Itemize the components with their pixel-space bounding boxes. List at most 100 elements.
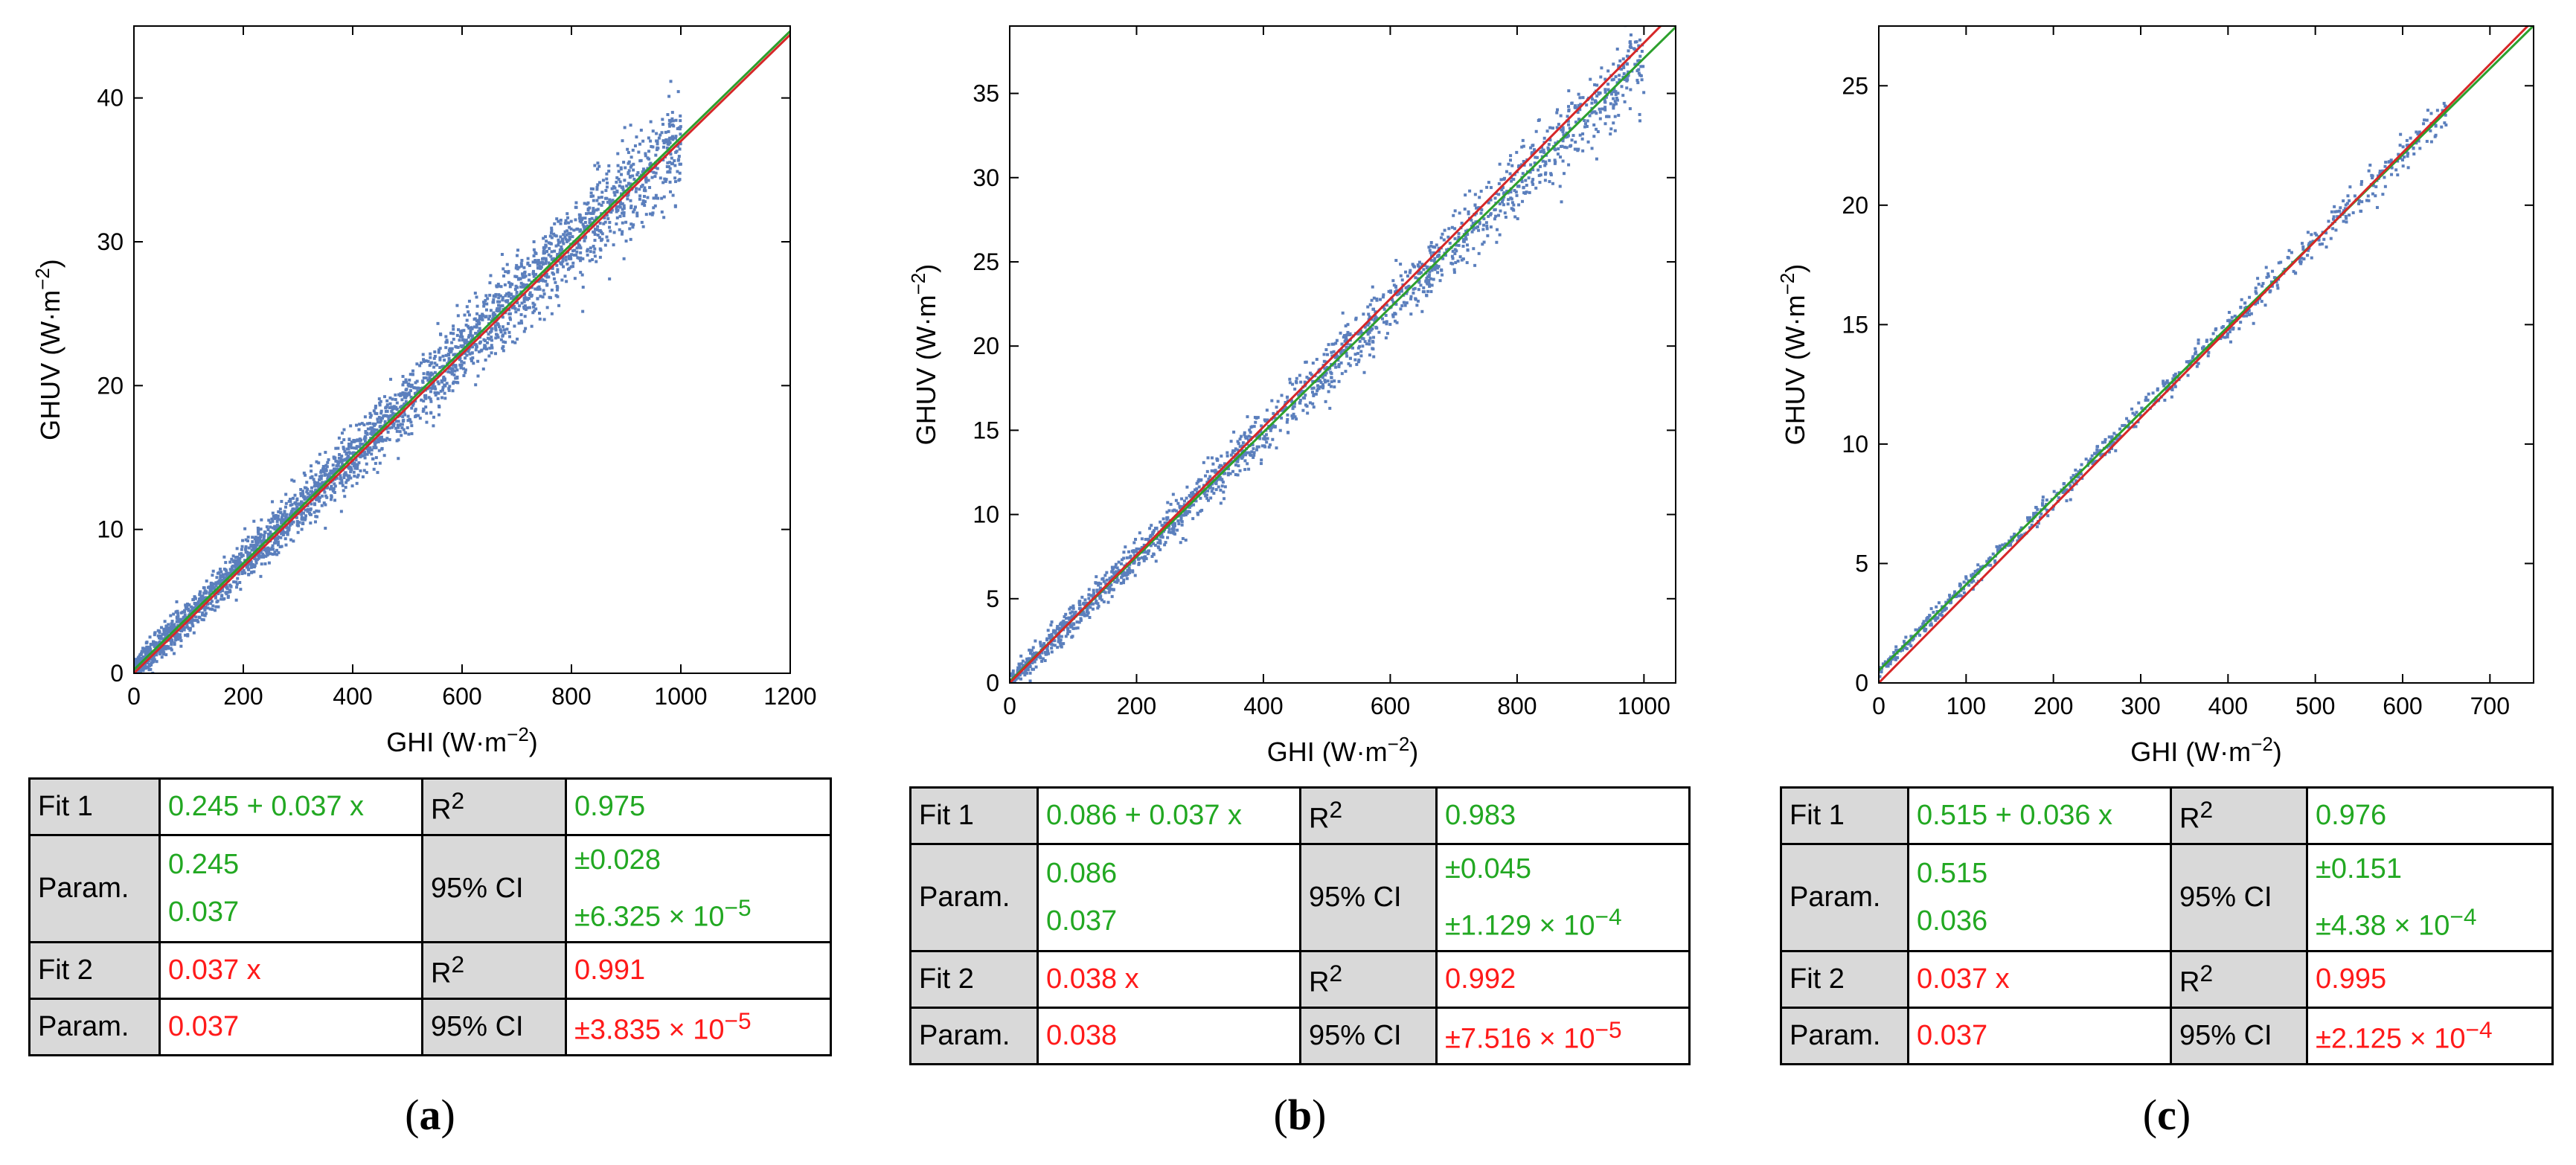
scatter-point bbox=[1337, 379, 1341, 383]
scatter-point bbox=[461, 338, 465, 341]
scatter-point bbox=[1010, 672, 1013, 675]
scatter-point bbox=[484, 315, 487, 319]
scatter-point bbox=[355, 423, 359, 427]
scatter-point bbox=[674, 118, 678, 122]
scatter-point bbox=[2230, 319, 2234, 323]
scatter-point bbox=[1092, 591, 1095, 595]
scatter-point bbox=[1202, 460, 1205, 464]
scatter-point bbox=[166, 646, 170, 650]
scatter-point bbox=[629, 164, 633, 167]
scatter-point bbox=[486, 336, 490, 340]
scatter-point bbox=[275, 519, 279, 523]
scatter-point bbox=[1502, 177, 1506, 181]
scatter-point bbox=[1333, 362, 1336, 366]
scatter-point bbox=[347, 478, 350, 481]
scatter-point bbox=[362, 437, 366, 440]
scatter-point bbox=[1394, 259, 1398, 263]
scatter-point bbox=[214, 605, 218, 609]
scatter-point bbox=[534, 259, 537, 263]
scatter-point bbox=[187, 609, 190, 612]
scatter-point bbox=[305, 481, 309, 484]
scatter-point bbox=[1399, 307, 1403, 311]
scatter-point bbox=[640, 220, 644, 224]
scatter-point bbox=[1531, 180, 1534, 184]
scatter-point bbox=[1249, 454, 1253, 458]
scatter-point bbox=[486, 297, 490, 301]
scatter-point bbox=[491, 312, 495, 316]
scatter-point bbox=[205, 602, 209, 606]
scatter-point bbox=[1429, 289, 1433, 293]
scatter-point bbox=[1429, 258, 1433, 262]
scatter-point bbox=[2239, 321, 2243, 324]
scatter-point bbox=[1236, 455, 1240, 458]
scatter-point bbox=[2226, 334, 2229, 338]
scatter-point bbox=[525, 283, 529, 287]
scatter-point bbox=[1030, 649, 1034, 652]
scatter-point bbox=[1219, 488, 1223, 492]
scatter-point bbox=[429, 361, 433, 365]
scatter-point bbox=[402, 380, 406, 384]
scatter-point bbox=[1557, 147, 1560, 151]
scatter-point bbox=[632, 223, 635, 227]
scatter-point bbox=[1545, 129, 1549, 133]
scatter-point bbox=[493, 324, 497, 327]
y-axis-label: GHUV (W·m−2) bbox=[31, 259, 65, 440]
scatter-point bbox=[1107, 591, 1111, 594]
scatter-point bbox=[292, 513, 296, 517]
scatter-point bbox=[1361, 344, 1365, 348]
scatter-point bbox=[557, 240, 561, 244]
scatter-point bbox=[544, 262, 548, 266]
scatter-point bbox=[277, 543, 281, 547]
scatter-point bbox=[451, 389, 455, 393]
scatter-point bbox=[149, 667, 153, 671]
scatter-point bbox=[1028, 664, 1031, 668]
scatter-point bbox=[473, 292, 477, 295]
scatter-point bbox=[1065, 620, 1068, 624]
scatter-point bbox=[330, 471, 334, 475]
scatter-point bbox=[1159, 542, 1162, 545]
scatter-point bbox=[597, 229, 601, 233]
scatter-point bbox=[507, 330, 511, 334]
scatter-point bbox=[1243, 433, 1246, 437]
scatter-point bbox=[1461, 240, 1465, 243]
scatter-point bbox=[371, 422, 375, 426]
scatter-point bbox=[260, 562, 263, 566]
scatter-point bbox=[1400, 289, 1403, 293]
scatter-point bbox=[1298, 391, 1302, 394]
scatter-point bbox=[1525, 184, 1528, 187]
scatter-point bbox=[333, 498, 337, 502]
scatter-point bbox=[595, 208, 598, 212]
scatter-point bbox=[250, 548, 254, 552]
scatter-point bbox=[345, 452, 348, 456]
scatter-point bbox=[191, 597, 195, 601]
scatter-point bbox=[148, 635, 152, 639]
scatter-point bbox=[219, 574, 222, 578]
scatter-point bbox=[1593, 83, 1597, 86]
scatter-point bbox=[1589, 77, 1592, 81]
scatter-point bbox=[428, 376, 432, 379]
scatter-point bbox=[579, 271, 583, 275]
scatter-point bbox=[1195, 481, 1199, 485]
y-tick-label: 0 bbox=[110, 660, 124, 687]
scatter-point bbox=[506, 271, 510, 275]
scatter-point bbox=[258, 537, 262, 541]
scatter-point bbox=[549, 231, 553, 235]
scatter-point bbox=[1252, 453, 1256, 457]
scatter-point bbox=[1340, 372, 1344, 376]
scatter-point bbox=[1389, 290, 1393, 294]
scatter-point bbox=[1528, 170, 1532, 174]
scatter-point bbox=[1206, 456, 1210, 460]
scatter-point bbox=[513, 307, 517, 310]
scatter-point bbox=[1639, 65, 1643, 68]
scatter-point bbox=[1618, 74, 1621, 77]
scatter-point bbox=[1512, 208, 1516, 212]
scatter-point bbox=[480, 315, 484, 319]
scatter-point bbox=[481, 368, 485, 371]
scatter-point bbox=[324, 472, 327, 476]
scatter-point bbox=[1501, 197, 1505, 201]
scatter-point bbox=[1013, 679, 1016, 683]
scatter-point bbox=[622, 214, 626, 217]
scatter-point bbox=[1399, 263, 1403, 266]
scatter-point bbox=[183, 616, 187, 620]
scatter-point bbox=[449, 370, 452, 374]
